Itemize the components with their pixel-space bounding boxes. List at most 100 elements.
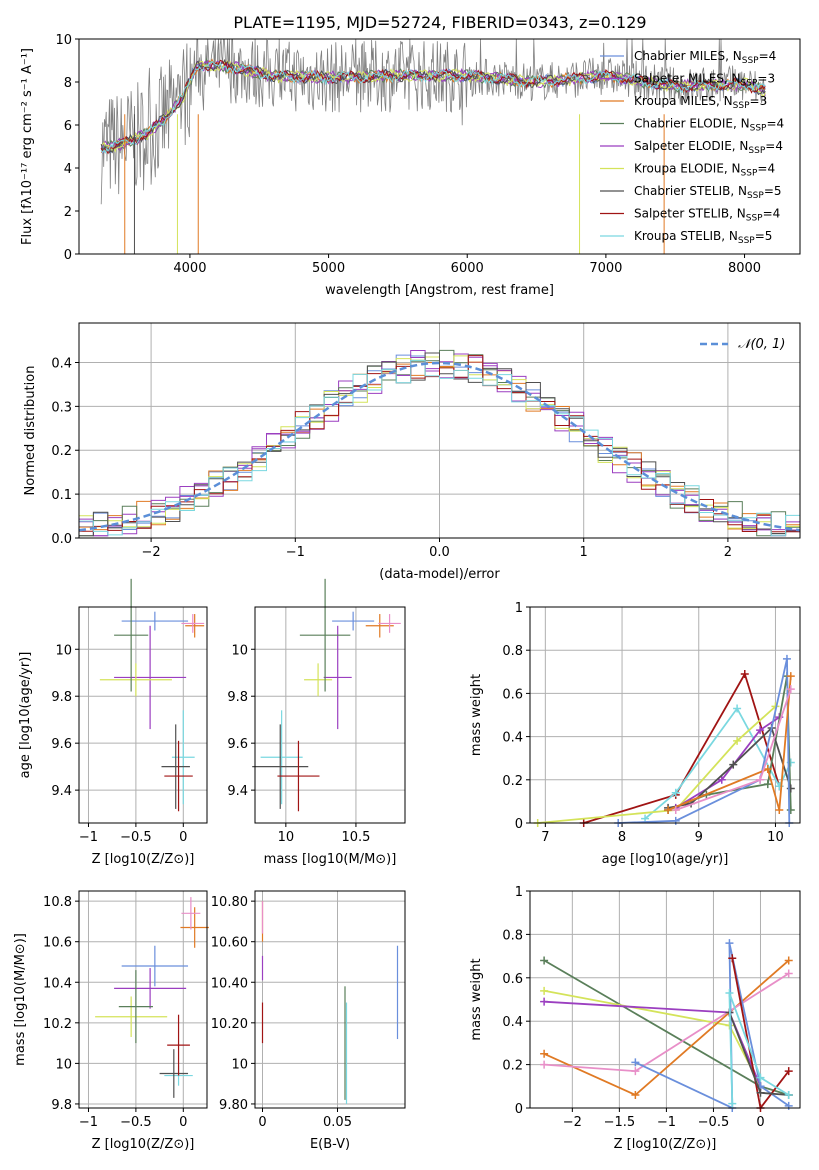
weight-series-line bbox=[728, 992, 790, 1104]
y-axis-label: Flux [fλ10⁻¹⁷ erg cm⁻² s⁻¹ A⁻¹] bbox=[20, 48, 35, 245]
y-tick-label: 10 bbox=[55, 643, 72, 658]
y-tick-label: 10.8 bbox=[43, 895, 72, 910]
x-tick-label: 0.0 bbox=[429, 545, 450, 560]
y-tick-label: 10 bbox=[231, 1057, 248, 1072]
weight-point-marker bbox=[756, 1073, 765, 1082]
residual-histogram bbox=[79, 359, 800, 537]
y-tick-label: 10 bbox=[55, 1057, 72, 1072]
x-tick-label: 4000 bbox=[173, 261, 206, 276]
x-tick-label: −0.5 bbox=[698, 1115, 730, 1130]
weight-point-marker bbox=[671, 816, 680, 825]
residual-histogram-panel: −2 −1 0.0 1 2 0.0 0.1 0.2 0.3 0.4 (data-model)/err… bbox=[23, 322, 801, 582]
y-tick-label: 10.80 bbox=[211, 895, 248, 910]
x-tick-label: 6000 bbox=[451, 261, 484, 276]
y-tick-label: 0.0 bbox=[51, 532, 72, 547]
weight-point-marker bbox=[782, 654, 791, 663]
y-tick-label: 9.4 bbox=[51, 784, 72, 799]
y-tick-label: 0.6 bbox=[502, 687, 523, 702]
y-tick-label: 10.60 bbox=[211, 936, 248, 951]
y-tick-label: 10 bbox=[55, 33, 72, 48]
y-tick-label: 10 bbox=[231, 643, 248, 658]
y-tick-label: 6 bbox=[64, 119, 72, 134]
weight-point-marker bbox=[729, 760, 738, 769]
y-axis-label: mass weight bbox=[469, 674, 484, 756]
legend-label: Chabrier STELIB, NSSP=5 bbox=[634, 184, 782, 201]
y-tick-label: 10.2 bbox=[43, 1017, 72, 1032]
model-spectrum-line bbox=[100, 60, 766, 154]
weight-point-marker bbox=[733, 704, 742, 713]
legend-label: Salpeter STELIB, NSSP=4 bbox=[634, 207, 780, 224]
x-tick-label: 9 bbox=[695, 830, 703, 845]
weight-point-marker bbox=[786, 685, 795, 694]
x-tick-label: 8 bbox=[618, 830, 626, 845]
y-tick-label: 0.1 bbox=[51, 488, 72, 503]
legend-label: Kroupa ELODIE, NSSP=4 bbox=[634, 162, 775, 179]
y-tick-label: 0.3 bbox=[51, 400, 72, 415]
weight-point-marker bbox=[671, 806, 680, 815]
weight-point-marker bbox=[786, 806, 795, 815]
legend-label: Salpeter ELODIE, NSSP=4 bbox=[634, 139, 783, 156]
y-tick-label: 0.2 bbox=[502, 1059, 523, 1074]
x-tick-label: 7 bbox=[541, 830, 549, 845]
residual-histogram bbox=[79, 352, 800, 537]
y-tick-label: 10.40 bbox=[211, 976, 248, 991]
y-tick-label: 0.4 bbox=[502, 731, 523, 746]
x-tick-label: 0 bbox=[179, 1115, 187, 1130]
x-tick-label: −1 bbox=[286, 545, 305, 560]
y-tick-label: 0.2 bbox=[502, 774, 523, 789]
x-axis-label: age [log10(age/yr)] bbox=[602, 852, 729, 867]
x-tick-label: 5000 bbox=[312, 261, 345, 276]
weight-point-marker bbox=[540, 997, 549, 1006]
age-vs-mass-panel: 10 10.5 9.4 9.6 9.8 10 mass [log10(M/M⊙)] bbox=[227, 578, 406, 867]
x-tick-label: −1 bbox=[79, 830, 98, 845]
weight-point-marker bbox=[786, 672, 795, 681]
plot-frame bbox=[254, 606, 406, 824]
x-tick-label: 1 bbox=[580, 545, 588, 560]
mass-vs-ebv-panel: 0 0.05 9.80 10 10.20 10.40 10.60 10.80 E(B-V) bbox=[211, 890, 406, 1152]
plot-frame bbox=[529, 890, 801, 1109]
y-tick-label: 10.4 bbox=[43, 976, 72, 991]
y-axis-label: age [log10(age/yr)] bbox=[18, 652, 33, 779]
weight-vs-metallicity-panel: −2 −1.5 −1 −0.5 0 0 0.2 0.4 0.6 0.8 1 Z [log10(Z/Z⊙… bbox=[469, 885, 801, 1152]
weight-point-marker bbox=[671, 788, 680, 797]
plot-frame bbox=[78, 38, 801, 255]
y-tick-label: 9.4 bbox=[227, 784, 248, 799]
x-tick-label: 2 bbox=[724, 545, 732, 560]
weight-point-marker bbox=[763, 780, 772, 789]
weight-point-marker bbox=[725, 939, 734, 948]
y-axis-label: Normed distribution bbox=[23, 366, 38, 496]
legend-label: Salpeter MILES, NSSP=3 bbox=[634, 72, 775, 89]
legend-label: Kroupa STELIB, NSSP=5 bbox=[634, 229, 772, 246]
weight-point-marker bbox=[540, 1060, 549, 1069]
weight-point-marker bbox=[784, 956, 793, 965]
y-tick-label: 0.8 bbox=[502, 928, 523, 943]
x-tick-label: 10.5 bbox=[341, 830, 370, 845]
weight-point-marker bbox=[540, 986, 549, 995]
weight-point-marker bbox=[540, 956, 549, 965]
x-tick-label: 10 bbox=[767, 830, 784, 845]
x-axis-label: E(B-V) bbox=[310, 1137, 350, 1152]
y-tick-label: 10.6 bbox=[43, 936, 72, 951]
weight-point-marker bbox=[784, 1067, 793, 1076]
weight-series-line bbox=[675, 716, 780, 809]
weight-series-line bbox=[537, 705, 777, 824]
y-tick-label: 0.4 bbox=[51, 356, 72, 371]
x-tick-label: −1 bbox=[79, 1115, 98, 1130]
weight-point-marker bbox=[631, 1058, 640, 1067]
y-tick-label: 9.80 bbox=[219, 1098, 248, 1113]
legend-label: Chabrier MILES, NSSP=4 bbox=[634, 49, 776, 66]
x-tick-label: 0.05 bbox=[323, 1115, 352, 1130]
weight-point-marker bbox=[784, 969, 793, 978]
legend-label: 𝒩(0, 1) bbox=[738, 337, 785, 352]
spectrum-panel: 4000 5000 6000 7000 8000 0 2 4 6 8 10 wavelength [A… bbox=[20, 33, 801, 298]
y-tick-label: 9.6 bbox=[227, 737, 248, 752]
y-axis-label: mass weight bbox=[469, 958, 484, 1040]
x-axis-label: mass [log10(M/M⊙)] bbox=[264, 852, 397, 867]
y-tick-label: 1 bbox=[515, 601, 523, 616]
weight-point-marker bbox=[756, 775, 765, 784]
weight-point-marker bbox=[775, 806, 784, 815]
x-tick-label: −1 bbox=[657, 1115, 676, 1130]
y-tick-label: 0 bbox=[515, 1102, 523, 1117]
weight-point-marker bbox=[725, 988, 734, 997]
